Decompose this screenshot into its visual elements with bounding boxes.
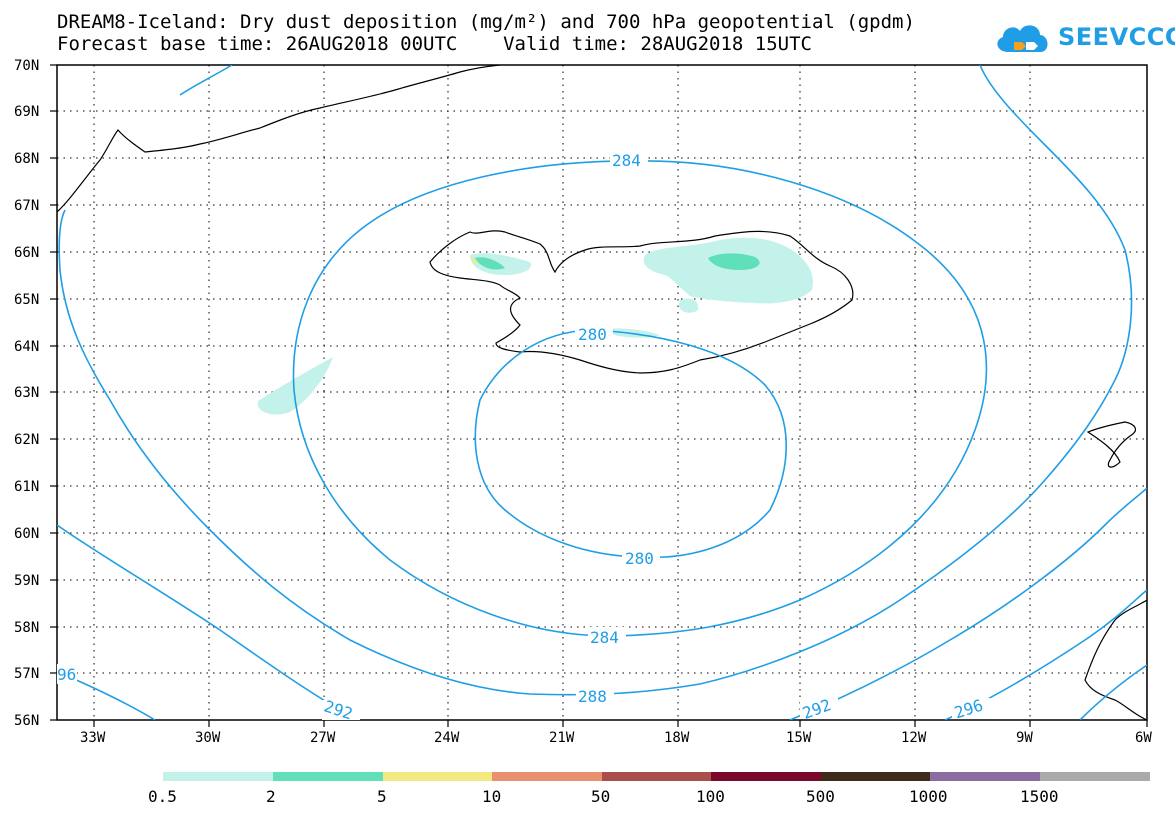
lat-label: 68N — [14, 151, 39, 167]
colorbar-label: 10 — [482, 787, 501, 806]
lon-label: 6W — [1135, 730, 1152, 746]
colorbar-swatch — [602, 772, 711, 781]
contour-labels: 284 280 280 284 288 292 292 296 96 — [57, 150, 990, 723]
lon-label: 12W — [901, 730, 927, 746]
colorbar-swatch — [383, 772, 492, 781]
lat-label: 61N — [14, 479, 39, 495]
contour-label-280-bottom: 280 — [625, 549, 654, 568]
lat-label: 64N — [14, 339, 39, 355]
colorbar-swatch — [492, 772, 602, 781]
scotland-coastline — [1084, 599, 1147, 720]
colorbar-swatch — [273, 772, 383, 781]
contour-label-284-top: 284 — [612, 151, 641, 170]
lat-label: 60N — [14, 526, 39, 542]
lat-label: 66N — [14, 245, 39, 261]
lat-label: 67N — [14, 198, 39, 214]
colorbar-label: 1500 — [1020, 787, 1059, 806]
contour-label-284-bottom: 284 — [590, 628, 619, 647]
longitude-labels: 33W 30W 27W 24W 21W 18W 15W 12W 9W 6W — [80, 730, 1152, 746]
greenland-coastline — [57, 65, 501, 213]
geopotential-contours — [57, 65, 1147, 720]
lat-label: 57N — [14, 666, 39, 682]
lat-label: 59N — [14, 573, 39, 589]
lat-label: 70N — [14, 58, 39, 74]
colorbar-swatch — [821, 772, 930, 781]
contour-288 — [58, 65, 1133, 696]
lat-label: 63N — [14, 385, 39, 401]
colorbar-swatch — [930, 772, 1040, 781]
lat-label: 69N — [14, 104, 39, 120]
latitude-labels: 70N 69N 68N 67N 66N 65N 64N 63N 62N 61N … — [14, 58, 39, 729]
seevccc-logo-text: SEEVCCC — [1058, 23, 1175, 51]
colorbar-swatch — [1040, 772, 1150, 781]
dust-patch-iceland-north — [708, 253, 760, 270]
colorbar-swatch — [711, 772, 821, 781]
lat-label: 65N — [14, 292, 39, 308]
colorbar-label: 500 — [806, 787, 835, 806]
lon-label: 24W — [434, 730, 460, 746]
dust-patch-iceland-east-2 — [679, 298, 699, 313]
map-title-line-1: DREAM8-Iceland: Dry dust deposition (mg/… — [57, 11, 915, 33]
faroe-coastline — [1086, 421, 1137, 468]
colorbar-label: 0.5 — [148, 787, 177, 806]
colorbar-label: 1000 — [909, 787, 948, 806]
lon-label: 9W — [1016, 730, 1033, 746]
dust-patch-westfjords-3 — [470, 256, 478, 264]
dust-patch-iceland-east — [643, 237, 814, 304]
lon-label: 30W — [195, 730, 221, 746]
lon-label: 21W — [549, 730, 575, 746]
colorbar: 0.5 2 5 10 50 100 500 1000 1500 — [148, 772, 1150, 806]
colorbar-label: 5 — [377, 787, 387, 806]
latitude-gridlines — [57, 110, 1147, 674]
map-title-line-2: Forecast base time: 26AUG2018 00UTC Vali… — [57, 33, 812, 55]
lat-label: 62N — [14, 432, 39, 448]
contour-label-296-west: 96 — [57, 665, 76, 684]
contour-280 — [474, 329, 788, 559]
contour-292 — [57, 487, 1147, 720]
lon-label: 18W — [664, 730, 690, 746]
colorbar-label: 50 — [591, 787, 610, 806]
lon-label: 27W — [310, 730, 336, 746]
dust-deposition-shading — [257, 237, 814, 415]
lat-label: 58N — [14, 620, 39, 636]
lon-label: 15W — [786, 730, 812, 746]
dust-plume-west — [257, 357, 333, 415]
contour-300 — [1079, 664, 1147, 720]
lat-label: 56N — [14, 713, 39, 729]
colorbar-label: 100 — [696, 787, 725, 806]
lon-label: 33W — [80, 730, 106, 746]
iceland-coastline — [429, 230, 854, 374]
colorbar-swatch — [163, 772, 273, 781]
colorbar-label: 2 — [266, 787, 276, 806]
contour-label-288: 288 — [578, 687, 607, 706]
axis-ticks — [50, 64, 1148, 727]
cloud-icon — [997, 25, 1048, 52]
dust-patch-westfjords-2 — [475, 257, 505, 270]
contour-label-280-top: 280 — [578, 325, 607, 344]
greenland-coastline-north — [179, 65, 233, 96]
